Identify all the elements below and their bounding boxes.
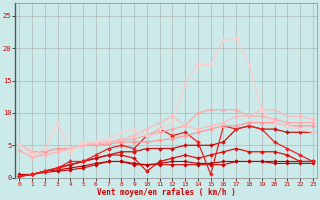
X-axis label: Vent moyen/en rafales ( km/h ): Vent moyen/en rafales ( km/h )	[97, 188, 236, 197]
